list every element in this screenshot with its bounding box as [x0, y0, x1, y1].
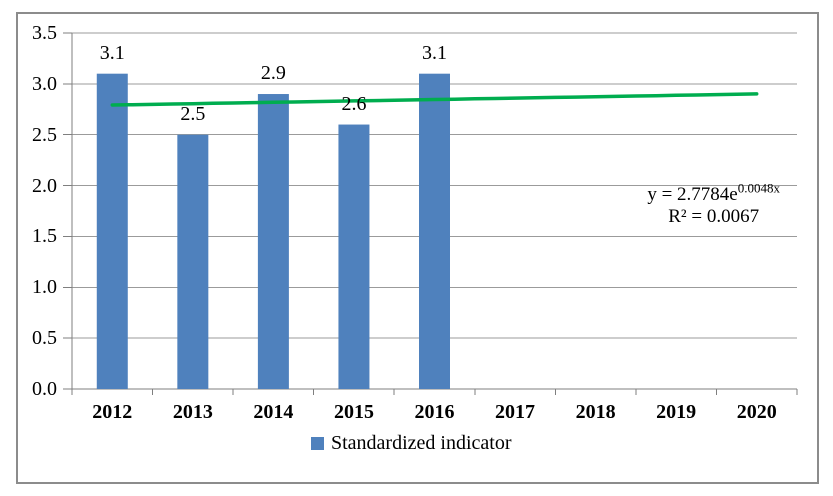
- x-axis-label-2017: 2017: [495, 401, 536, 423]
- y-axis-label-2.5: 2.5: [32, 123, 57, 146]
- legend-label: Standardized indicator: [331, 432, 512, 454]
- bar-2015: [338, 124, 370, 390]
- bar-value-label-2013: 2.5: [180, 102, 206, 125]
- x-axis-label-2019: 2019: [656, 401, 697, 423]
- bar-2016: [419, 73, 450, 389]
- y-axis-label-2.0: 2.0: [32, 174, 57, 197]
- trendline-r2: R² = 0.0067: [668, 206, 760, 227]
- x-axis-label-2015: 2015: [333, 401, 374, 423]
- bar-value-label-2016: 3.1: [422, 41, 447, 64]
- bar-value-label-2012: 3.1: [99, 41, 125, 64]
- y-axis-label-0.0: 0.0: [32, 378, 57, 400]
- equation-base: y = 2.7784e: [647, 184, 738, 205]
- bar-2012: [96, 73, 128, 389]
- x-axis-label-2012: 2012: [92, 401, 133, 423]
- y-axis-label-1.5: 1.5: [32, 225, 57, 248]
- trendline: [110, 92, 759, 107]
- bar-2013: [177, 134, 209, 389]
- trendline-equation: y = 2.7784e0.0048x R² = 0.0067: [647, 180, 780, 228]
- bar-value-label-2014: 2.9: [260, 62, 286, 85]
- bar-value-label-2015: 2.6: [341, 92, 367, 115]
- y-axis-label-1.0: 1.0: [32, 276, 57, 299]
- equation-exponent: 0.0048x: [737, 180, 780, 196]
- x-axis-label-2014: 2014: [253, 401, 294, 423]
- x-axis-label-2016: 2016: [414, 401, 455, 423]
- x-axis-label-2013: 2013: [172, 401, 213, 423]
- legend-swatch-icon: [311, 436, 324, 450]
- x-axis-label-2020: 2020: [736, 401, 777, 423]
- chart-border: [16, 12, 819, 484]
- y-axis-label-3.0: 3.0: [32, 72, 57, 95]
- trendline-equation-line1: y = 2.7784e0.0048x: [647, 180, 780, 206]
- y-axis-label-0.5: 0.5: [32, 327, 57, 350]
- y-axis-label-3.5: 3.5: [32, 22, 57, 44]
- legend: Standardized indicator: [311, 432, 512, 454]
- bar-2014: [257, 94, 289, 390]
- x-axis-label-2018: 2018: [575, 401, 616, 423]
